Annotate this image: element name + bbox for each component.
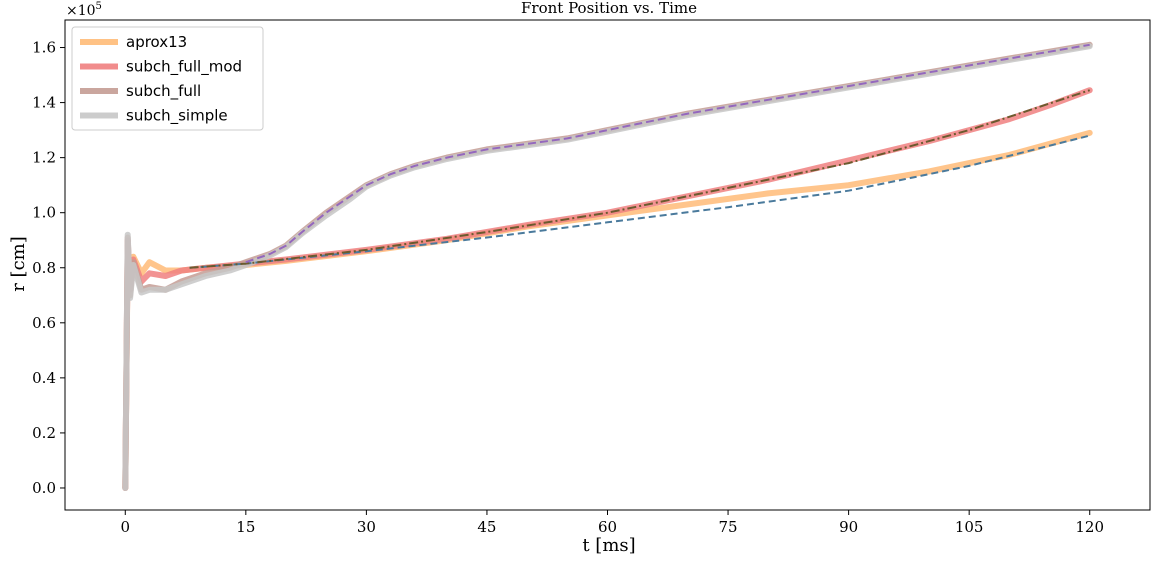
y-tick-label: 0.4 xyxy=(32,369,56,387)
y-tick-label: 1.2 xyxy=(32,149,56,167)
x-tick-label: 105 xyxy=(955,518,984,536)
y-tick-label: 1.4 xyxy=(32,94,56,112)
y-multiplier-exp: 5 xyxy=(96,1,102,12)
x-tick-label: 90 xyxy=(839,518,858,536)
y-tick-label: 0.0 xyxy=(32,479,56,497)
x-tick-label: 75 xyxy=(719,518,738,536)
legend: aprox13 subch_full_mod subch_full subch_sim… xyxy=(71,26,264,131)
legend-label: subch_full_mod xyxy=(126,58,242,77)
plot-area xyxy=(64,19,1151,511)
x-tick-label: 30 xyxy=(357,518,376,536)
y-axis-label: r [cm] xyxy=(8,236,29,292)
x-tick-label: 45 xyxy=(477,518,496,536)
x-tick-label: 0 xyxy=(121,518,131,536)
y-tick-label: 1.6 xyxy=(32,39,56,57)
fit-line-1 xyxy=(189,134,1090,269)
x-tick-label: 120 xyxy=(1075,518,1104,536)
legend-box xyxy=(71,26,264,131)
y-multiplier-base: ×10 xyxy=(66,3,96,19)
x-axis-label: t [ms] xyxy=(582,535,635,556)
y-tick-label: 0.6 xyxy=(32,314,56,332)
x-tick-label: 60 xyxy=(598,518,617,536)
legend-label: aprox13 xyxy=(126,33,187,51)
y-tick-label: 0.2 xyxy=(32,424,56,442)
x-axis-ticks: 0 15 30 45 60 75 90 105 120 xyxy=(121,510,1104,536)
y-tick-label: 1.0 xyxy=(32,204,56,222)
legend-label: subch_full xyxy=(126,82,201,101)
y-axis-ticks: 0.0 0.2 0.4 0.6 0.8 1.0 1.2 1.4 1.6 xyxy=(32,39,65,497)
chart-title: Front Position vs. Time xyxy=(521,0,697,17)
series-line-subch_simple xyxy=(122,43,1093,491)
y-multiplier: ×105 xyxy=(66,1,102,19)
series-line-subch_full_mod xyxy=(122,87,1093,491)
series-line-aprox13 xyxy=(122,129,1093,491)
legend-label: subch_simple xyxy=(126,107,228,126)
fit-line-3 xyxy=(245,43,1090,264)
y-tick-label: 0.8 xyxy=(32,259,56,277)
x-tick-label: 15 xyxy=(236,518,255,536)
series-line-subch_full xyxy=(122,41,1093,491)
fit-line-2 xyxy=(189,89,1091,269)
